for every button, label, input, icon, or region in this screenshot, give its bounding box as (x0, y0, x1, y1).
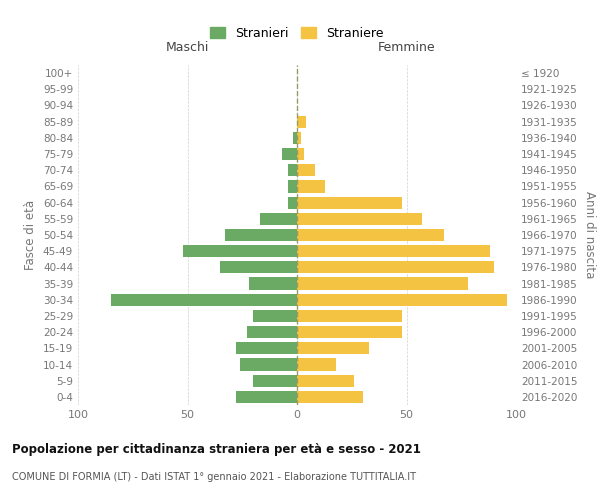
Bar (281, 148, 297, 160)
Bar (236, 342, 297, 354)
Text: Popolazione per cittadinanza straniera per età e sesso - 2021: Popolazione per cittadinanza straniera p… (12, 442, 421, 456)
Bar (297, 278, 468, 289)
Bar (253, 374, 297, 387)
Bar (225, 229, 297, 241)
Bar (297, 148, 304, 160)
Bar (297, 358, 337, 370)
Bar (236, 391, 297, 403)
Text: Maschi: Maschi (166, 40, 209, 54)
Bar (297, 374, 354, 387)
Bar (297, 164, 314, 176)
Bar (297, 326, 402, 338)
Bar (297, 229, 444, 241)
Bar (297, 310, 402, 322)
Bar (253, 310, 297, 322)
Bar (240, 358, 297, 370)
Bar (288, 196, 297, 208)
Bar (297, 342, 369, 354)
Y-axis label: Anni di nascita: Anni di nascita (583, 192, 596, 278)
Bar (297, 212, 422, 225)
Bar (111, 294, 297, 306)
Bar (260, 212, 297, 225)
Bar (297, 245, 490, 258)
Text: COMUNE DI FORMIA (LT) - Dati ISTAT 1° gennaio 2021 - Elaborazione TUTTITALIA.IT: COMUNE DI FORMIA (LT) - Dati ISTAT 1° ge… (12, 472, 416, 482)
Bar (247, 326, 297, 338)
Bar (297, 180, 325, 192)
Bar (297, 196, 402, 208)
Bar (297, 116, 306, 128)
Bar (297, 294, 507, 306)
Bar (297, 391, 362, 403)
Text: Femmine: Femmine (377, 40, 436, 54)
Y-axis label: Fasce di età: Fasce di età (25, 200, 37, 270)
Bar (220, 262, 297, 274)
Bar (293, 132, 297, 144)
Bar (249, 278, 297, 289)
Bar (183, 245, 297, 258)
Bar (288, 164, 297, 176)
Bar (288, 180, 297, 192)
Legend: Stranieri, Straniere: Stranieri, Straniere (210, 27, 384, 40)
Bar (297, 262, 494, 274)
Bar (297, 132, 301, 144)
